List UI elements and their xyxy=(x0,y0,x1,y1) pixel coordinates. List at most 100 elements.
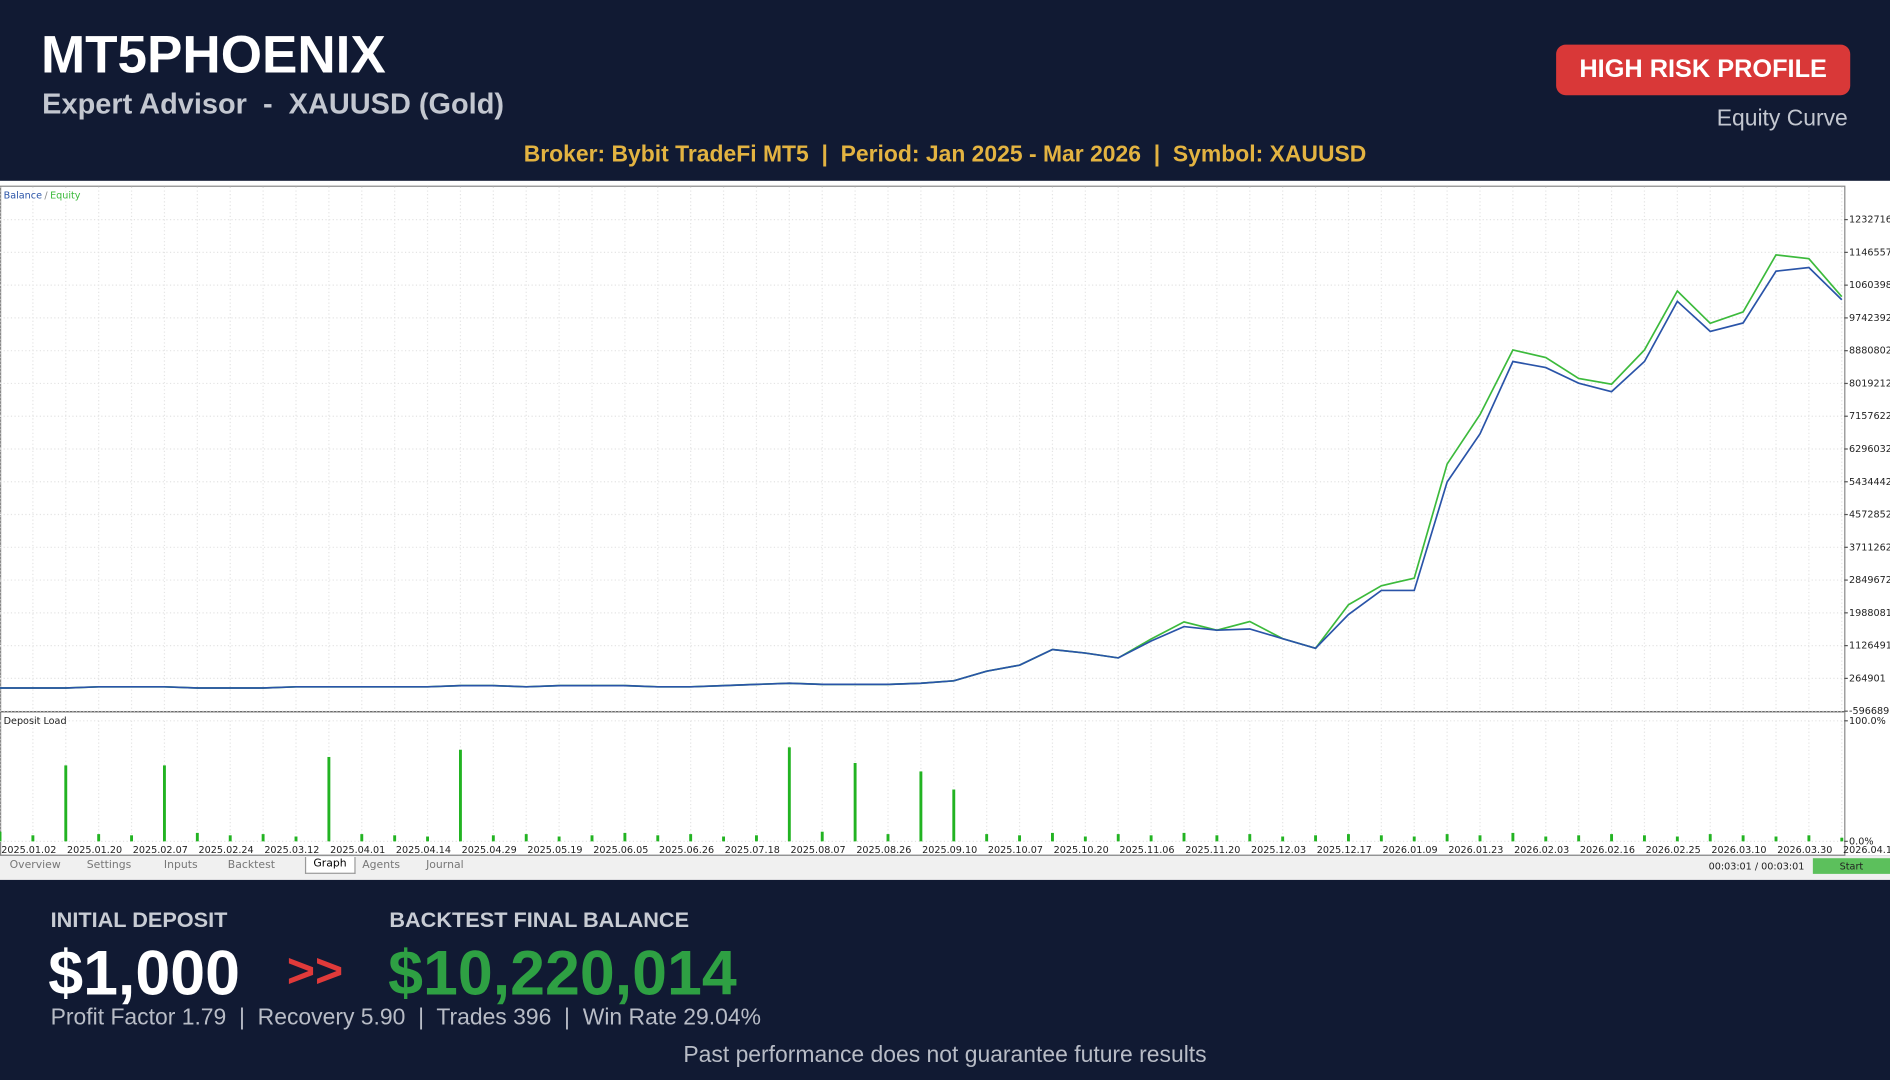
x-tick-label: 2026.01.23 xyxy=(1448,845,1503,856)
x-tick-label: 2025.10.07 xyxy=(988,845,1043,856)
bar xyxy=(1511,832,1515,842)
tab-bar xyxy=(0,855,1890,880)
subtitle: Expert Advisor - XAUUSD (Gold) xyxy=(42,87,505,121)
bar xyxy=(1182,832,1186,842)
y-tick-label: 12327162 xyxy=(1849,215,1890,226)
disclaimer: Past performance does not guarantee futu… xyxy=(683,1042,1207,1068)
x-tick-label: 2025.04.29 xyxy=(462,845,517,856)
tab[interactable]: Agents xyxy=(362,859,400,872)
bar xyxy=(64,765,68,842)
bar xyxy=(1314,835,1318,842)
bar xyxy=(820,831,824,842)
tab[interactable]: Journal xyxy=(426,859,464,872)
bar xyxy=(130,835,134,842)
bar xyxy=(1741,835,1745,842)
bar xyxy=(1281,836,1285,842)
y-tick-label: -596689 xyxy=(1849,706,1889,717)
y-tick-label: 9742392 xyxy=(1849,313,1890,324)
bar xyxy=(886,834,890,842)
x-tick-label: 2025.11.06 xyxy=(1119,845,1174,856)
y-tick-label: 1988081 xyxy=(1849,608,1890,619)
x-tick-label: 2026.03.30 xyxy=(1777,845,1832,856)
tab[interactable]: Inputs xyxy=(163,859,198,872)
start-button[interactable] xyxy=(1812,858,1890,874)
arrow: >> xyxy=(286,944,344,999)
bar xyxy=(1248,834,1252,842)
x-tick-label: 2026.02.25 xyxy=(1646,845,1701,856)
tab[interactable]: Settings xyxy=(86,859,132,872)
tab[interactable]: Graph xyxy=(304,857,356,874)
x-tick-label: 2025.02.07 xyxy=(133,845,188,856)
stats: Profit Factor 1.79 | Recovery 5.90 | Tra… xyxy=(50,1005,761,1031)
bar xyxy=(0,831,2,842)
bar xyxy=(1215,835,1219,842)
panel-title: Deposit Load xyxy=(4,716,67,727)
legend-separator: / xyxy=(44,190,48,201)
bar xyxy=(952,789,956,842)
x-tick-label: 2025.12.03 xyxy=(1251,845,1306,856)
bar xyxy=(985,834,989,842)
x-tick-label: 2025.04.01 xyxy=(330,845,385,856)
tab[interactable]: Backtest xyxy=(227,859,275,872)
deposit-label: INITIAL DEPOSIT xyxy=(50,907,228,932)
x-tick-label: 2025.03.12 xyxy=(264,845,319,856)
x-tick-label: 2025.11.20 xyxy=(1185,845,1240,856)
deposit-value: $1,000 xyxy=(48,938,240,1009)
bar xyxy=(787,747,791,842)
x-tick-label: 2025.06.05 xyxy=(593,845,648,856)
title: MT5PHOENIX xyxy=(40,25,386,85)
bar xyxy=(1347,834,1350,842)
bar xyxy=(31,835,35,842)
bar xyxy=(1577,835,1581,842)
bar xyxy=(590,835,594,842)
x-tick-label: 2026.02.03 xyxy=(1514,845,1569,856)
x-tick-label: 2025.10.20 xyxy=(1054,845,1109,856)
bar xyxy=(1445,834,1449,842)
bar xyxy=(393,835,397,842)
bar xyxy=(1149,835,1153,842)
final-value: $10,220,014 xyxy=(388,938,737,1009)
bar xyxy=(1478,835,1482,842)
bar xyxy=(1412,836,1416,842)
y-tick-label: 0.0% xyxy=(1849,836,1873,847)
bar xyxy=(1807,835,1811,842)
bar xyxy=(195,832,199,842)
x-tick-label: 2026.01.09 xyxy=(1383,845,1438,856)
bar xyxy=(261,834,265,842)
bar xyxy=(1051,832,1054,842)
tab[interactable]: Overview xyxy=(9,859,61,872)
y-tick-label: 7157622 xyxy=(1849,411,1890,422)
bar xyxy=(458,749,462,842)
bar xyxy=(1774,836,1778,842)
x-tick-label: 2025.08.07 xyxy=(791,845,846,856)
x-tick-label: 2026.03.10 xyxy=(1711,845,1766,856)
bar xyxy=(97,834,101,842)
bar xyxy=(919,771,923,842)
y-tick-label: 8880802 xyxy=(1849,346,1890,357)
bar xyxy=(1643,835,1646,842)
bar xyxy=(656,835,660,842)
y-tick-label: 3711262 xyxy=(1849,542,1890,553)
legend-entry: Balance xyxy=(4,190,42,201)
caption: Equity Curve xyxy=(1716,106,1848,132)
bar xyxy=(755,835,758,842)
status-time: 00:03:01 / 00:03:01 xyxy=(1709,862,1805,873)
x-tick-label: 2025.01.20 xyxy=(67,845,122,856)
bar xyxy=(1544,836,1548,842)
bar xyxy=(524,834,528,842)
bar xyxy=(722,836,726,842)
y-tick-label: 8019212 xyxy=(1849,378,1890,389)
x-tick-label: 2025.12.17 xyxy=(1317,845,1372,856)
y-tick-label: 10603982 xyxy=(1849,280,1890,291)
final-label: BACKTEST FINAL BALANCE xyxy=(389,907,690,932)
bar xyxy=(360,834,364,842)
start-label[interactable]: Start xyxy=(1840,862,1864,873)
x-tick-label: 2026.02.16 xyxy=(1580,845,1635,856)
chart-background xyxy=(0,180,1890,856)
bar xyxy=(162,765,166,842)
x-tick-label: 2025.05.19 xyxy=(527,845,582,856)
y-tick-label: 100.0% xyxy=(1849,716,1886,727)
x-tick-label: 2025.04.14 xyxy=(396,845,451,856)
bar xyxy=(623,832,627,842)
